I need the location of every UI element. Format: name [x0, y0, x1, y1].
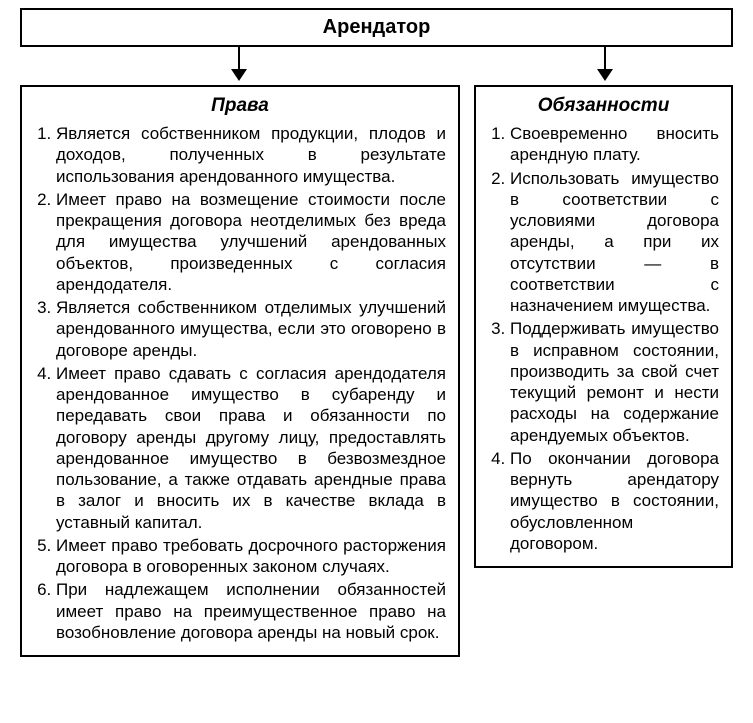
rights-item: Имеет право на возмещение стоимости посл…	[56, 189, 446, 295]
duties-item: Своевременно вносить арендную плату.	[510, 123, 719, 166]
rights-item: Имеет право требовать досрочного расторж…	[56, 535, 446, 578]
duties-item: Поддерживать имущество в исправном состо…	[510, 318, 719, 446]
duties-box: Обязанности Своевременно вносить арендну…	[474, 85, 733, 568]
rights-item: Является собственником отделимых улучшен…	[56, 297, 446, 361]
arrows-region	[14, 47, 739, 85]
rights-box: Права Является собственником продукции, …	[20, 85, 460, 657]
duties-title: Обязанности	[488, 95, 719, 117]
header-label: Арендатор	[323, 16, 431, 38]
duties-item: Использовать имущество в соответствии с …	[510, 168, 719, 317]
rights-title: Права	[34, 95, 446, 117]
arrow-down-icon	[238, 47, 240, 71]
duties-item: По окончании договора вернуть арендатору…	[510, 448, 719, 554]
diagram-root: Арендатор Права Является собственником п…	[0, 0, 753, 723]
rights-list: Является собственником продукции, плодов…	[34, 123, 446, 643]
arrow-down-icon	[604, 47, 606, 71]
rights-item: Является собственником продукции, плодов…	[56, 123, 446, 187]
rights-item: При надлежащем исполнении обязанностей и…	[56, 579, 446, 643]
columns: Права Является собственником продукции, …	[14, 85, 739, 657]
duties-list: Своевременно вносить арендную плату.Испо…	[488, 123, 719, 554]
header-box: Арендатор	[20, 8, 733, 47]
rights-item: Имеет право сдавать с согласия арендодат…	[56, 363, 446, 533]
